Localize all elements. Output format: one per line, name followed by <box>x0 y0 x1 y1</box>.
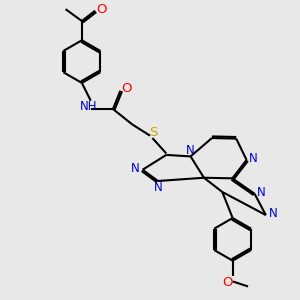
Text: O: O <box>121 82 131 95</box>
Text: N: N <box>268 207 277 220</box>
Text: O: O <box>97 3 107 16</box>
Text: N: N <box>131 162 140 175</box>
Text: S: S <box>149 126 158 139</box>
Text: N: N <box>154 181 162 194</box>
Text: NH: NH <box>80 100 97 112</box>
Text: N: N <box>249 152 257 165</box>
Text: N: N <box>257 186 266 199</box>
Text: N: N <box>186 144 195 157</box>
Text: O: O <box>222 275 232 289</box>
